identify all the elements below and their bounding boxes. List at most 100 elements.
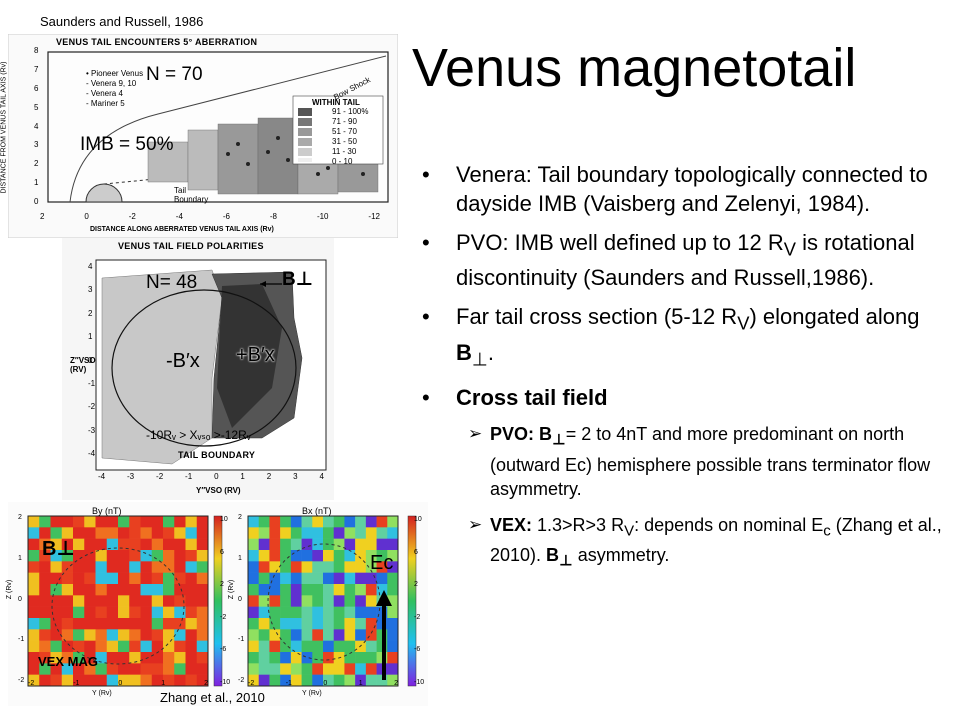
heatmap-cell: [174, 629, 186, 641]
heatmap-cell: [323, 516, 335, 528]
heatmap-cell: [365, 595, 377, 607]
heatmap-cell: [365, 550, 377, 562]
x-tick: -2: [128, 212, 136, 221]
heatmap-cell: [106, 663, 119, 675]
heatmap-cell: [73, 618, 85, 630]
x-tick: -1: [73, 680, 80, 687]
heatmap-cell: [73, 595, 85, 607]
heatmap-cell: [301, 606, 313, 619]
heatmap-cell: [258, 538, 270, 551]
heatmap-cell: [61, 618, 74, 630]
figure-tail-polarities: [62, 238, 334, 500]
heatmap-cell: [151, 527, 164, 539]
heatmap-cell: [84, 629, 96, 641]
figure1-legend-item: • Pioneer Venus: [86, 69, 144, 78]
heatmap-cell: [355, 538, 367, 551]
heatmap-cell: [140, 640, 153, 653]
within-tail-item: 11 - 30: [332, 147, 357, 156]
figure1-xticks: 2 0 -2 -4 -6 -8 -10 -12: [40, 212, 380, 221]
heatmap-cell: [196, 640, 209, 653]
heatmap-cell: [39, 516, 51, 528]
heatmap-cell: [301, 663, 313, 675]
heatmap-cell: [95, 527, 108, 539]
heatmap-cell: [61, 572, 74, 585]
heatmap-cell: [196, 527, 209, 539]
heatmap-cell: [323, 561, 335, 573]
heatmap-cell: [258, 572, 270, 585]
heatmap-cell: [129, 516, 141, 528]
heatmap-cell: [185, 595, 198, 607]
heatmap-cell: [387, 538, 399, 551]
heatmap-cell: [312, 516, 324, 528]
y-tick: 3: [34, 140, 39, 150]
heatmap-cell: [185, 606, 198, 619]
heatmap-cell: [39, 640, 51, 653]
heatmap-cell: [106, 561, 119, 573]
heatmap-cell: [185, 561, 198, 573]
subbullet-text: VEX: 1.3>R>3 RV: depends on nominal Ec (…: [490, 514, 942, 570]
heatmap-cell: [376, 584, 388, 596]
slide-title: Venus magnetotail: [412, 38, 857, 98]
colorbar-tick: -6: [220, 646, 227, 654]
heatmap-cell: [61, 674, 74, 687]
heatmap-cell: [73, 640, 85, 653]
heatmap-cell: [333, 595, 345, 607]
heatmap-cell: [301, 538, 313, 551]
figure2-ylabel: Z″VSO (RV): [70, 356, 96, 374]
heatmap-cell: [269, 584, 281, 596]
heatmap-cell: [28, 516, 40, 528]
heatmap-cell: [140, 527, 153, 539]
heatmap-cell: [290, 561, 302, 573]
colorbar-tick: 6: [414, 548, 418, 556]
heatmap-cell: [151, 584, 164, 596]
heatmap-cell: [312, 640, 324, 653]
heatmap-cell: [312, 561, 324, 573]
heatmap-cell: [106, 516, 119, 528]
heatmap-cell: [140, 629, 153, 641]
heatmap-cell: [355, 527, 367, 539]
heatmap-cell: [174, 538, 186, 551]
heatmap-cell: [387, 527, 399, 539]
heatmap-cell: [61, 595, 74, 607]
within-tail-item: 71 - 90: [332, 117, 357, 126]
figure1-legend-item: - Venera 4: [86, 89, 123, 98]
bx-xlabel: Y (Rv): [302, 690, 322, 697]
heatmap-cell: [84, 516, 96, 528]
heatmap-cell: [106, 674, 119, 687]
heatmap-cell: [118, 652, 130, 664]
citation-bottom: Zhang et al., 2010: [160, 690, 265, 705]
heatmap-cell: [163, 663, 175, 675]
heatmap-cell: [163, 561, 175, 573]
x-tick: -3: [127, 472, 135, 481]
heatmap-cell: [344, 674, 356, 687]
y-tick: 6: [34, 83, 39, 93]
subbullet-arrow: ➢: [468, 514, 483, 534]
figure1-ylabel: DISTANCE FROM VENUS TAIL AXIS (Rv): [0, 61, 8, 194]
heatmap-cell: [174, 561, 186, 573]
heatmap-cell: [129, 527, 141, 539]
heatmap-cell: [185, 516, 198, 528]
by-ylabel: Z (Rv): [6, 579, 14, 600]
x-tick: 1: [358, 680, 363, 687]
heatmap-cell: [312, 663, 324, 675]
x-tick: -8: [269, 212, 278, 221]
x-tick: -4: [98, 472, 106, 481]
x-tick: 0: [118, 680, 123, 687]
heatmap-cell: [248, 629, 260, 641]
heatmap-cell: [61, 561, 74, 573]
heatmap-cell: [344, 527, 356, 539]
heatmap-cell: [39, 584, 51, 596]
heatmap-cell: [344, 606, 356, 619]
y-tick: 4: [88, 262, 93, 271]
within-tail-item: 31 - 50: [332, 137, 357, 146]
heatmap-cell: [151, 538, 164, 551]
heatmap-cell: [196, 550, 209, 562]
y-tick: 1: [238, 554, 242, 562]
heatmap-cell: [365, 606, 377, 619]
heatmap-cell: [258, 652, 270, 664]
x-tick: 1: [240, 472, 245, 481]
heatmap-cell: [163, 550, 175, 562]
heatmap-cell: [50, 663, 63, 675]
subbullet-arrow: ➢: [468, 424, 483, 444]
heatmap-cell: [269, 663, 281, 675]
